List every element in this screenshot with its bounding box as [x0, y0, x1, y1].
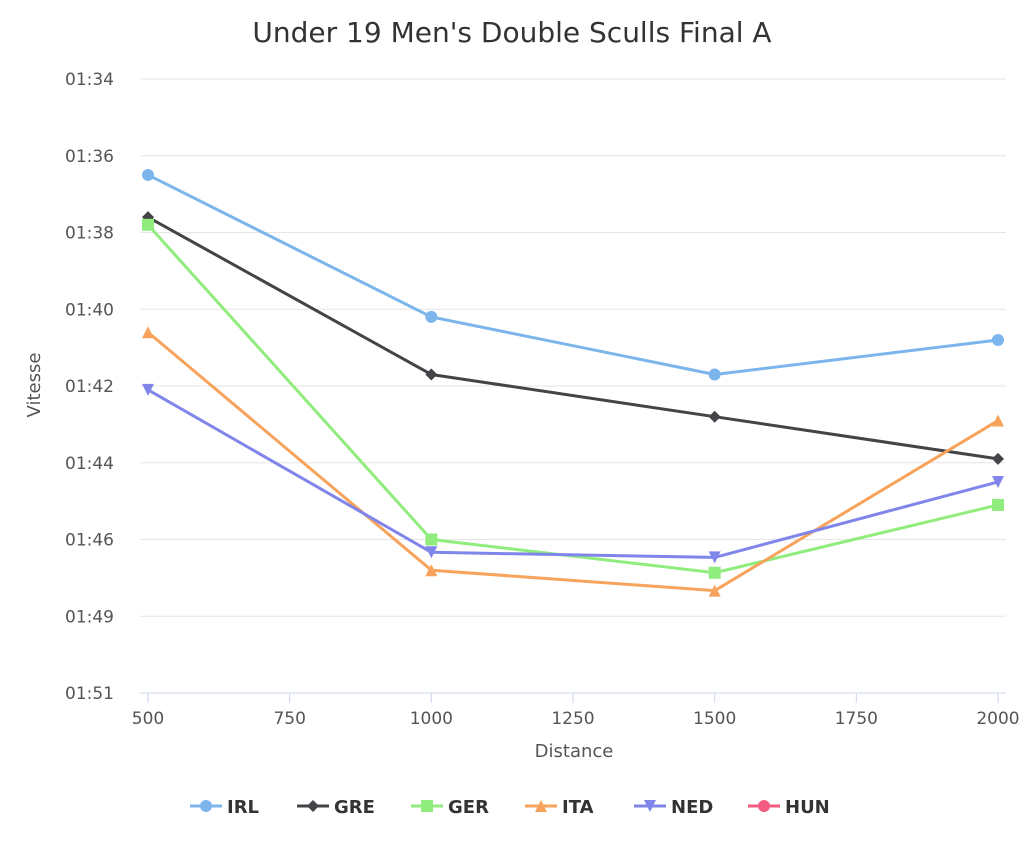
chart-title: Under 19 Men's Double Sculls Final A: [252, 16, 771, 49]
data-point-gre: [992, 452, 1004, 465]
y-tick-label: 01:49: [65, 607, 114, 627]
legend-item-ned[interactable]: NED: [634, 797, 713, 818]
data-point-irl: [708, 368, 721, 381]
y-tick-label: 01:44: [65, 454, 114, 474]
data-point-ita: [142, 326, 154, 339]
series-ita: [142, 326, 1004, 597]
data-point-ned: [992, 475, 1004, 488]
data-point-irl: [142, 168, 154, 181]
y-tick-label: 01:51: [65, 684, 114, 704]
x-tick-label: 750: [273, 709, 305, 729]
legend-marker-irl: [200, 800, 212, 812]
y-tick-label: 01:40: [65, 300, 114, 320]
legend-label-irl: IRL: [227, 797, 259, 818]
data-point-irl: [992, 333, 1004, 346]
data-point-ita: [425, 564, 438, 577]
data-point-ger: [708, 566, 721, 579]
series-group: [142, 168, 1004, 597]
data-point-ita: [708, 584, 721, 597]
data-point-ned: [708, 551, 721, 564]
y-axis-title: Vitesse: [24, 353, 45, 418]
x-axis-title: Distance: [535, 741, 614, 762]
x-tick-label: 1750: [835, 709, 878, 729]
series-line-ita: [147, 331, 999, 593]
data-point-ger: [992, 498, 1004, 511]
y-axis-ticks: 01:34 01:36 01:38 01:40 01:42 01:44 01:46 01:49…: [65, 70, 114, 704]
legend-item-gre[interactable]: GRE: [297, 797, 375, 818]
series-line-irl: [147, 173, 999, 376]
series-gre: [142, 211, 1004, 465]
legend-marker-hun: [758, 800, 770, 812]
data-point-ger: [425, 533, 438, 546]
y-tick-label: 01:36: [65, 147, 114, 167]
legend-label-ger: GER: [448, 797, 489, 818]
legend-marker-ita: [535, 800, 547, 812]
grid-lines: [140, 78, 1006, 617]
series-line-ger: [146, 223, 999, 575]
legend-marker-ger: [421, 800, 433, 812]
x-axis: 500 750 1000 1250 1500 1750 2000: [132, 692, 1020, 729]
legend-marker-ned: [644, 800, 656, 812]
legend-item-hun[interactable]: HUN: [748, 797, 830, 818]
y-tick-label: 01:42: [65, 377, 114, 397]
legend-label-ned: NED: [671, 797, 713, 818]
legend-marker-gre: [307, 800, 319, 812]
legend-label-hun: HUN: [785, 797, 830, 818]
legend-label-ita: ITA: [562, 797, 594, 818]
series-irl: [142, 168, 1004, 381]
y-tick-label: 01:38: [65, 224, 114, 244]
data-point-ita: [992, 414, 1004, 427]
data-point-ned: [425, 546, 438, 559]
x-tick-label: 2000: [976, 709, 1019, 729]
legend-item-ger[interactable]: GER: [411, 797, 489, 818]
x-tick-label: 1000: [410, 709, 453, 729]
series-ger: [142, 218, 1004, 579]
data-point-ger: [142, 218, 154, 231]
series-line-ned: [147, 388, 999, 559]
x-tick-label: 1500: [693, 709, 736, 729]
data-point-irl: [425, 310, 438, 323]
data-point-ned: [142, 383, 154, 396]
x-tick-label: 500: [132, 709, 164, 729]
y-tick-label: 01:34: [65, 70, 114, 90]
legend[interactable]: IRL GRE GER ITA NED HUN: [190, 797, 830, 818]
data-point-gre: [708, 410, 721, 423]
data-point-gre: [425, 368, 438, 381]
y-tick-label: 01:46: [65, 531, 114, 551]
series-line-gre: [147, 215, 999, 461]
legend-item-ita[interactable]: ITA: [525, 797, 594, 818]
x-tick-label: 1250: [551, 709, 594, 729]
legend-label-gre: GRE: [334, 797, 375, 818]
legend-item-irl[interactable]: IRL: [190, 797, 259, 818]
series-ned: [142, 383, 1004, 564]
